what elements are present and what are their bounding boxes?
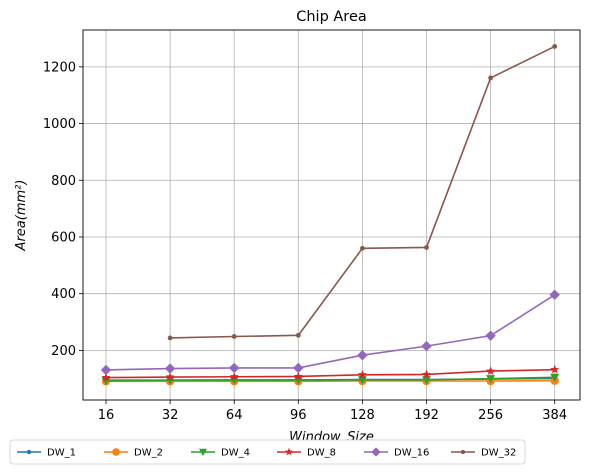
series-dw-16 bbox=[100, 289, 560, 376]
y-tick-label: 1000 bbox=[43, 117, 76, 132]
legend: DW_1 DW_2 DW_4 DW_8 DW_16 DW_32 bbox=[9, 439, 526, 465]
data-point bbox=[293, 362, 304, 374]
data-point bbox=[552, 44, 558, 49]
data-point bbox=[357, 376, 367, 385]
data-point bbox=[284, 447, 294, 456]
series-line bbox=[105, 294, 556, 371]
x-tick-label: 192 bbox=[414, 408, 439, 423]
data-point bbox=[549, 289, 560, 301]
data-point bbox=[550, 364, 560, 374]
grid-lines bbox=[83, 30, 580, 400]
legend-item: DW_4 bbox=[191, 448, 250, 459]
x-tick-label: 32 bbox=[162, 408, 179, 423]
x-tick-label: 16 bbox=[98, 408, 115, 423]
x-tick-label: 96 bbox=[290, 408, 307, 423]
series-line bbox=[106, 379, 555, 383]
data-point bbox=[229, 371, 239, 381]
y-axis-label: Area(mm²) bbox=[14, 180, 29, 252]
y-tick-label: 800 bbox=[51, 174, 76, 189]
series-dw-8 bbox=[101, 364, 560, 382]
data-point bbox=[460, 449, 466, 455]
series-lines bbox=[100, 44, 560, 386]
axis-ticks: 16 32 64 96 128 192 256 384 200 400 600 800 1000 1200 bbox=[43, 60, 567, 423]
legend-item: DW_2 bbox=[104, 448, 163, 459]
data-point bbox=[101, 377, 111, 386]
data-point bbox=[229, 362, 240, 374]
x-tick-label: 256 bbox=[478, 408, 503, 423]
plot-area-frame bbox=[82, 29, 581, 401]
x-tick-label: 384 bbox=[542, 408, 567, 423]
data-point bbox=[167, 335, 173, 341]
legend-label: DW_32 bbox=[481, 448, 516, 459]
data-point bbox=[424, 245, 429, 250]
data-point bbox=[100, 364, 112, 376]
legend-item: DW_8 bbox=[277, 448, 336, 459]
data-point bbox=[101, 372, 111, 382]
legend-label: DW_16 bbox=[394, 448, 429, 459]
data-point bbox=[488, 75, 493, 81]
data-point bbox=[357, 350, 368, 361]
data-point bbox=[229, 376, 239, 385]
legend-label: DW_1 bbox=[47, 448, 76, 459]
data-point bbox=[26, 449, 32, 455]
y-tick-label: 400 bbox=[51, 287, 76, 302]
y-tick-label: 600 bbox=[51, 230, 76, 245]
data-point bbox=[295, 332, 301, 338]
data-point bbox=[485, 330, 496, 341]
data-point bbox=[165, 372, 175, 381]
data-point bbox=[486, 375, 496, 384]
series-line bbox=[105, 368, 555, 379]
data-point bbox=[357, 369, 367, 379]
data-point bbox=[164, 363, 176, 374]
y-tick-label: 200 bbox=[51, 344, 76, 359]
legend-label: DW_2 bbox=[134, 448, 163, 459]
legend-label: DW_8 bbox=[307, 448, 336, 459]
data-point bbox=[165, 376, 175, 385]
x-tick-label: 128 bbox=[350, 408, 375, 423]
x-tick-label: 64 bbox=[226, 408, 243, 423]
data-point bbox=[550, 373, 560, 382]
data-point bbox=[371, 447, 381, 457]
legend-box bbox=[9, 439, 526, 465]
data-point bbox=[486, 366, 496, 375]
y-tick-label: 1200 bbox=[43, 60, 76, 75]
data-point bbox=[293, 371, 303, 381]
series-line bbox=[105, 376, 555, 382]
data-point bbox=[231, 334, 237, 339]
data-point bbox=[360, 245, 365, 251]
legend-label: DW_4 bbox=[221, 448, 250, 459]
data-point bbox=[112, 448, 120, 456]
series-dw-32 bbox=[167, 44, 558, 341]
legend-item: DW_16 bbox=[364, 447, 429, 459]
data-point bbox=[421, 369, 432, 379]
data-point bbox=[198, 448, 208, 457]
legend-item: DW_32 bbox=[451, 448, 516, 459]
data-point bbox=[422, 376, 431, 385]
chart-title: Chip Area bbox=[296, 9, 367, 25]
data-point bbox=[421, 340, 432, 352]
legend-item: DW_1 bbox=[17, 448, 76, 459]
